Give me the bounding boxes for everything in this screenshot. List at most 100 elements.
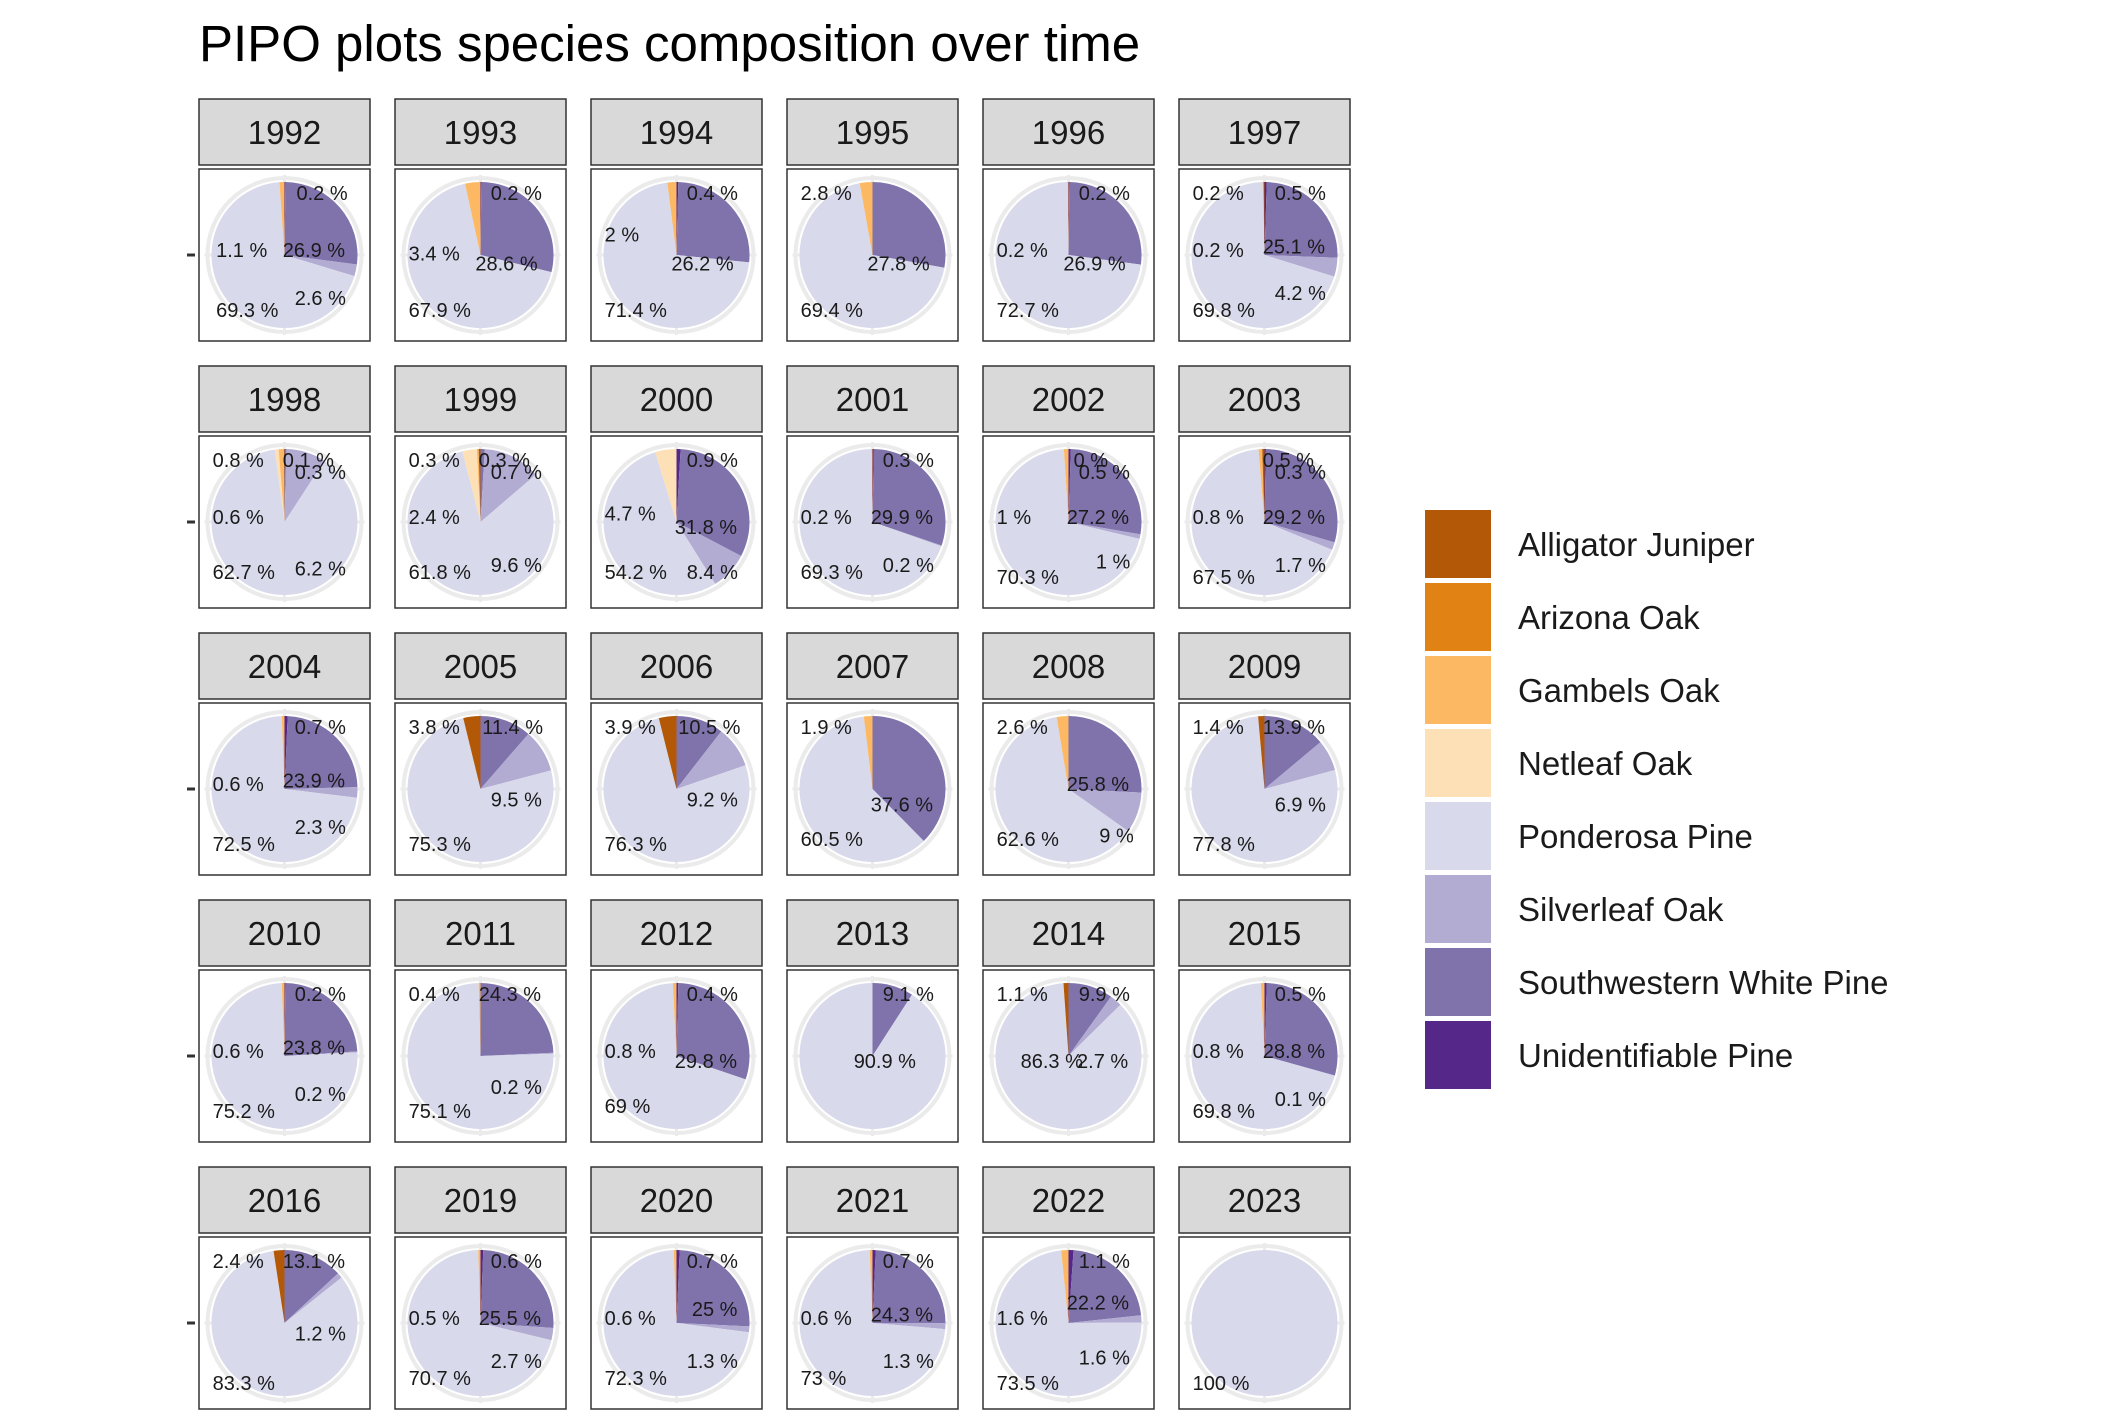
slice-silverleaf-oak (676, 522, 742, 584)
slice-ponderosa-pine (799, 1250, 946, 1397)
slice-alligator-juniper (463, 716, 481, 789)
slice-ponderosa-pine (799, 183, 945, 328)
slice-southwestern-white-pine (284, 182, 358, 265)
slice-label: 0.8 % (213, 450, 264, 472)
slice-label: 9.2 % (687, 789, 738, 811)
legend-item-netleaf-oak: Netleaf Oak (1425, 729, 1693, 797)
slice-silverleaf-oak (1068, 789, 1142, 832)
slice-label: 0.3 % (479, 450, 530, 472)
slice-label: 1.9 % (801, 717, 852, 739)
facet-strip-label: 2008 (1032, 648, 1105, 685)
slice-label: 0.7 % (295, 717, 346, 739)
facet-strip-label: 2002 (1032, 381, 1105, 418)
legend: Alligator Juniper Arizona Oak Gambels Oak N… (1425, 510, 1889, 1089)
legend-label: Arizona Oak (1518, 599, 1700, 636)
slice-ponderosa-pine (1191, 1250, 1338, 1396)
slice-label: 2 % (605, 224, 640, 246)
facet-strip (394, 1166, 567, 1234)
slice-label: 1.4 % (1193, 717, 1244, 739)
slice-alligator-juniper (1258, 716, 1265, 789)
slice-label: 0.9 % (687, 450, 738, 472)
slice-label: 24.3 % (479, 984, 541, 1006)
facet-strip (786, 1166, 959, 1234)
slice-label: 6.9 % (1275, 794, 1326, 816)
facet-strip (590, 98, 763, 166)
panel-1998: 1998 0.1 % 0.8 % 0.6 % 62.7 % 6.2 % 0.3 % (187, 365, 371, 609)
slice-label: 69.3 % (801, 562, 863, 584)
slice-label: 3.9 % (605, 717, 656, 739)
slice-label: 73.5 % (997, 1373, 1059, 1395)
slice-southwestern-white-pine (872, 182, 946, 268)
facet-strip-label: 2001 (836, 381, 909, 418)
slice-label: 0.4 % (409, 984, 460, 1006)
facet-strip (394, 98, 567, 166)
facet-strip-label: 1995 (836, 114, 909, 151)
slice-southwestern-white-pine (1068, 1250, 1142, 1323)
legend-label: Silverleaf Oak (1518, 891, 1724, 928)
slice-label: 0.8 % (1193, 1041, 1244, 1063)
slice-ponderosa-pine (407, 983, 554, 1129)
legend-key (1425, 875, 1491, 943)
slice-label: 1.2 % (295, 1323, 346, 1345)
slice-label: 2.6 % (295, 288, 346, 310)
facet-strip (198, 365, 371, 433)
slice-label: 73 % (801, 1368, 847, 1390)
slice-label: 0.2 % (295, 1084, 346, 1106)
legend-key (1425, 729, 1491, 797)
legend-label: Netleaf Oak (1518, 745, 1693, 782)
panel-2009: 2009 1.4 % 77.8 % 6.9 % 13.9 % (1178, 632, 1351, 876)
slice-unidentifiable-pine (872, 1250, 876, 1323)
facet-strip (1178, 98, 1351, 166)
panel-2019: 2019 0.5 % 70.7 % 2.7 % 25.5 % 0.6 % (394, 1166, 567, 1410)
slice-alligator-juniper (1063, 983, 1069, 1056)
slice-label: 60.5 % (801, 829, 863, 851)
slice-label: 22.2 % (1067, 1292, 1129, 1314)
panel-2004: 2004 0.6 % 72.5 % 2.3 % 23.9 % 0.7 % (187, 632, 371, 876)
slice-ponderosa-pine (799, 449, 942, 596)
slice-unidentifiable-pine (1068, 1250, 1074, 1323)
facet-strip (198, 1166, 371, 1234)
slice-silverleaf-oak (284, 255, 357, 277)
slice-label: 75.1 % (409, 1101, 471, 1123)
slice-label: 0.2 % (1193, 183, 1244, 205)
panel-2007: 2007 1.9 % 60.5 % 37.6 % (786, 632, 959, 876)
slice-silverleaf-oak (480, 733, 552, 789)
slice-unidentifiable-pine (1068, 182, 1070, 255)
slice-label: 83.3 % (213, 1373, 275, 1395)
slice-alligator-juniper (1262, 449, 1265, 522)
slice-ponderosa-pine (603, 983, 746, 1129)
slice-gambels-oak (1262, 182, 1265, 255)
facet-strip (786, 632, 959, 700)
slice-label: 9.9 % (1079, 984, 1130, 1006)
slice-gambels-oak (476, 449, 481, 522)
facet-strip-label: 1997 (1228, 114, 1301, 151)
slice-alligator-juniper (658, 716, 677, 789)
facet-strip (198, 632, 371, 700)
slice-label: 29.2 % (1263, 507, 1325, 529)
legend-item-silverleaf-oak: Silverleaf Oak (1425, 875, 1724, 943)
slice-label: 0.6 % (213, 1041, 264, 1063)
panel-1999: 1999 0.3 % 0.3 % 2.4 % 61.8 % 9.6 % 0.7 % (394, 365, 567, 609)
legend-item-southwestern-white-pine: Southwestern White Pine (1425, 948, 1889, 1016)
slice-ponderosa-pine (799, 983, 946, 1129)
slice-label: 1.1 % (216, 240, 267, 262)
slice-label: 25 % (692, 1299, 738, 1321)
slice-label: 28.8 % (1263, 1041, 1325, 1063)
facet-strip (1178, 632, 1351, 700)
slice-silverleaf-oak (284, 449, 325, 522)
panel-2013: 2013 90.9 % 9.1 % (786, 899, 959, 1143)
slice-unidentifiable-pine (1068, 449, 1071, 522)
slice-netleaf-oak (462, 449, 481, 522)
slice-silverleaf-oak (284, 1051, 358, 1056)
slice-label: 11.4 % (482, 717, 543, 739)
slice-southwestern-white-pine (676, 983, 750, 1080)
facet-strip (1178, 899, 1351, 967)
slice-netleaf-oak (655, 449, 677, 522)
facet-strip-label: 2011 (445, 915, 516, 952)
facet-strip (982, 98, 1155, 166)
facet-strip-label: 2020 (640, 1182, 713, 1219)
slice-southwestern-white-pine (284, 716, 358, 789)
slice-label: 69.8 % (1193, 300, 1255, 322)
slice-ponderosa-pine (1191, 182, 1335, 328)
